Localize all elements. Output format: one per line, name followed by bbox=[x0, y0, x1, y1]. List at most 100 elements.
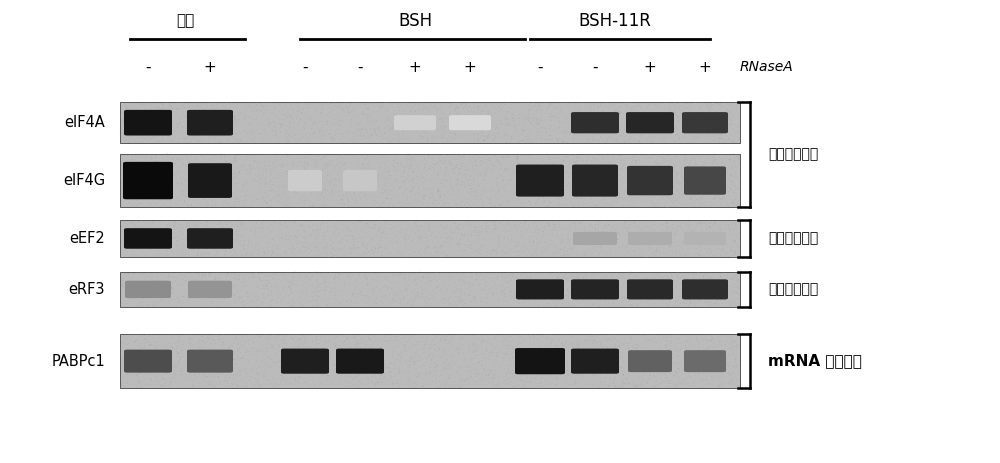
Point bbox=[708, 375, 724, 383]
Point bbox=[262, 162, 278, 169]
Point bbox=[621, 136, 637, 144]
Point bbox=[132, 114, 148, 121]
Point bbox=[544, 203, 560, 211]
Point bbox=[452, 294, 468, 301]
Point bbox=[500, 356, 516, 363]
Point bbox=[497, 112, 513, 119]
Point bbox=[604, 364, 620, 371]
Point bbox=[636, 163, 652, 170]
Point bbox=[329, 352, 345, 360]
Point bbox=[290, 289, 306, 296]
Point bbox=[667, 238, 683, 245]
Point bbox=[679, 344, 695, 352]
Point bbox=[485, 374, 501, 381]
Point bbox=[279, 127, 295, 135]
Point bbox=[600, 151, 616, 159]
Point bbox=[538, 357, 554, 364]
Point bbox=[700, 191, 716, 198]
Point bbox=[297, 379, 313, 386]
Point bbox=[503, 192, 519, 199]
Point bbox=[508, 238, 524, 245]
Point bbox=[244, 250, 260, 257]
Point bbox=[158, 351, 174, 359]
Point bbox=[711, 154, 727, 161]
Point bbox=[304, 121, 320, 128]
Point bbox=[177, 171, 193, 178]
Point bbox=[138, 128, 154, 135]
Point bbox=[389, 284, 405, 291]
Point bbox=[440, 229, 456, 236]
Point bbox=[287, 233, 303, 240]
Point bbox=[115, 181, 131, 188]
Point bbox=[203, 284, 219, 292]
Point bbox=[147, 281, 163, 288]
Point bbox=[610, 363, 626, 370]
Point bbox=[213, 100, 229, 107]
Point bbox=[505, 116, 521, 124]
Point bbox=[730, 335, 746, 342]
Point bbox=[409, 381, 425, 388]
Point bbox=[207, 111, 223, 119]
Point bbox=[552, 195, 568, 203]
Point bbox=[284, 172, 300, 179]
Point bbox=[671, 302, 687, 309]
Point bbox=[549, 355, 565, 363]
Point bbox=[698, 298, 714, 305]
Point bbox=[585, 224, 601, 231]
Point bbox=[492, 116, 508, 123]
Point bbox=[619, 197, 635, 205]
Point bbox=[409, 121, 425, 128]
Point bbox=[486, 128, 502, 135]
Point bbox=[412, 230, 428, 238]
Point bbox=[486, 302, 502, 309]
Point bbox=[679, 151, 695, 159]
Point bbox=[200, 227, 216, 235]
Point bbox=[571, 130, 587, 137]
Point bbox=[372, 286, 388, 294]
Point bbox=[449, 152, 465, 159]
Point bbox=[483, 221, 499, 228]
Point bbox=[192, 282, 208, 290]
Point bbox=[625, 359, 641, 366]
Point bbox=[357, 199, 373, 206]
Point bbox=[449, 225, 465, 232]
Point bbox=[511, 180, 527, 188]
Point bbox=[320, 228, 336, 235]
Point bbox=[583, 107, 599, 114]
Point bbox=[193, 183, 209, 190]
Point bbox=[143, 123, 159, 130]
Point bbox=[291, 229, 307, 237]
Point bbox=[135, 368, 151, 375]
Point bbox=[259, 293, 275, 300]
Point bbox=[451, 383, 467, 390]
Point bbox=[410, 275, 426, 282]
Point bbox=[197, 285, 213, 293]
Point bbox=[327, 274, 343, 282]
Point bbox=[424, 361, 440, 368]
Point bbox=[315, 185, 331, 193]
Point bbox=[203, 332, 219, 339]
Point bbox=[547, 335, 563, 342]
Point bbox=[530, 225, 546, 232]
Point bbox=[173, 348, 189, 356]
Point bbox=[375, 293, 391, 300]
Point bbox=[590, 251, 606, 259]
Point bbox=[361, 168, 377, 175]
Point bbox=[266, 123, 282, 131]
Point bbox=[325, 111, 341, 119]
Point bbox=[635, 236, 651, 244]
Point bbox=[420, 280, 436, 288]
Point bbox=[260, 176, 276, 183]
Point bbox=[630, 127, 646, 134]
Point bbox=[318, 350, 334, 357]
Point bbox=[726, 358, 742, 366]
Point bbox=[621, 269, 637, 276]
Point bbox=[412, 224, 428, 231]
Point bbox=[445, 193, 461, 200]
Point bbox=[662, 240, 678, 248]
Point bbox=[540, 287, 556, 294]
Point bbox=[139, 220, 155, 227]
Point bbox=[607, 100, 623, 108]
Point bbox=[636, 116, 652, 123]
Point bbox=[306, 296, 322, 304]
